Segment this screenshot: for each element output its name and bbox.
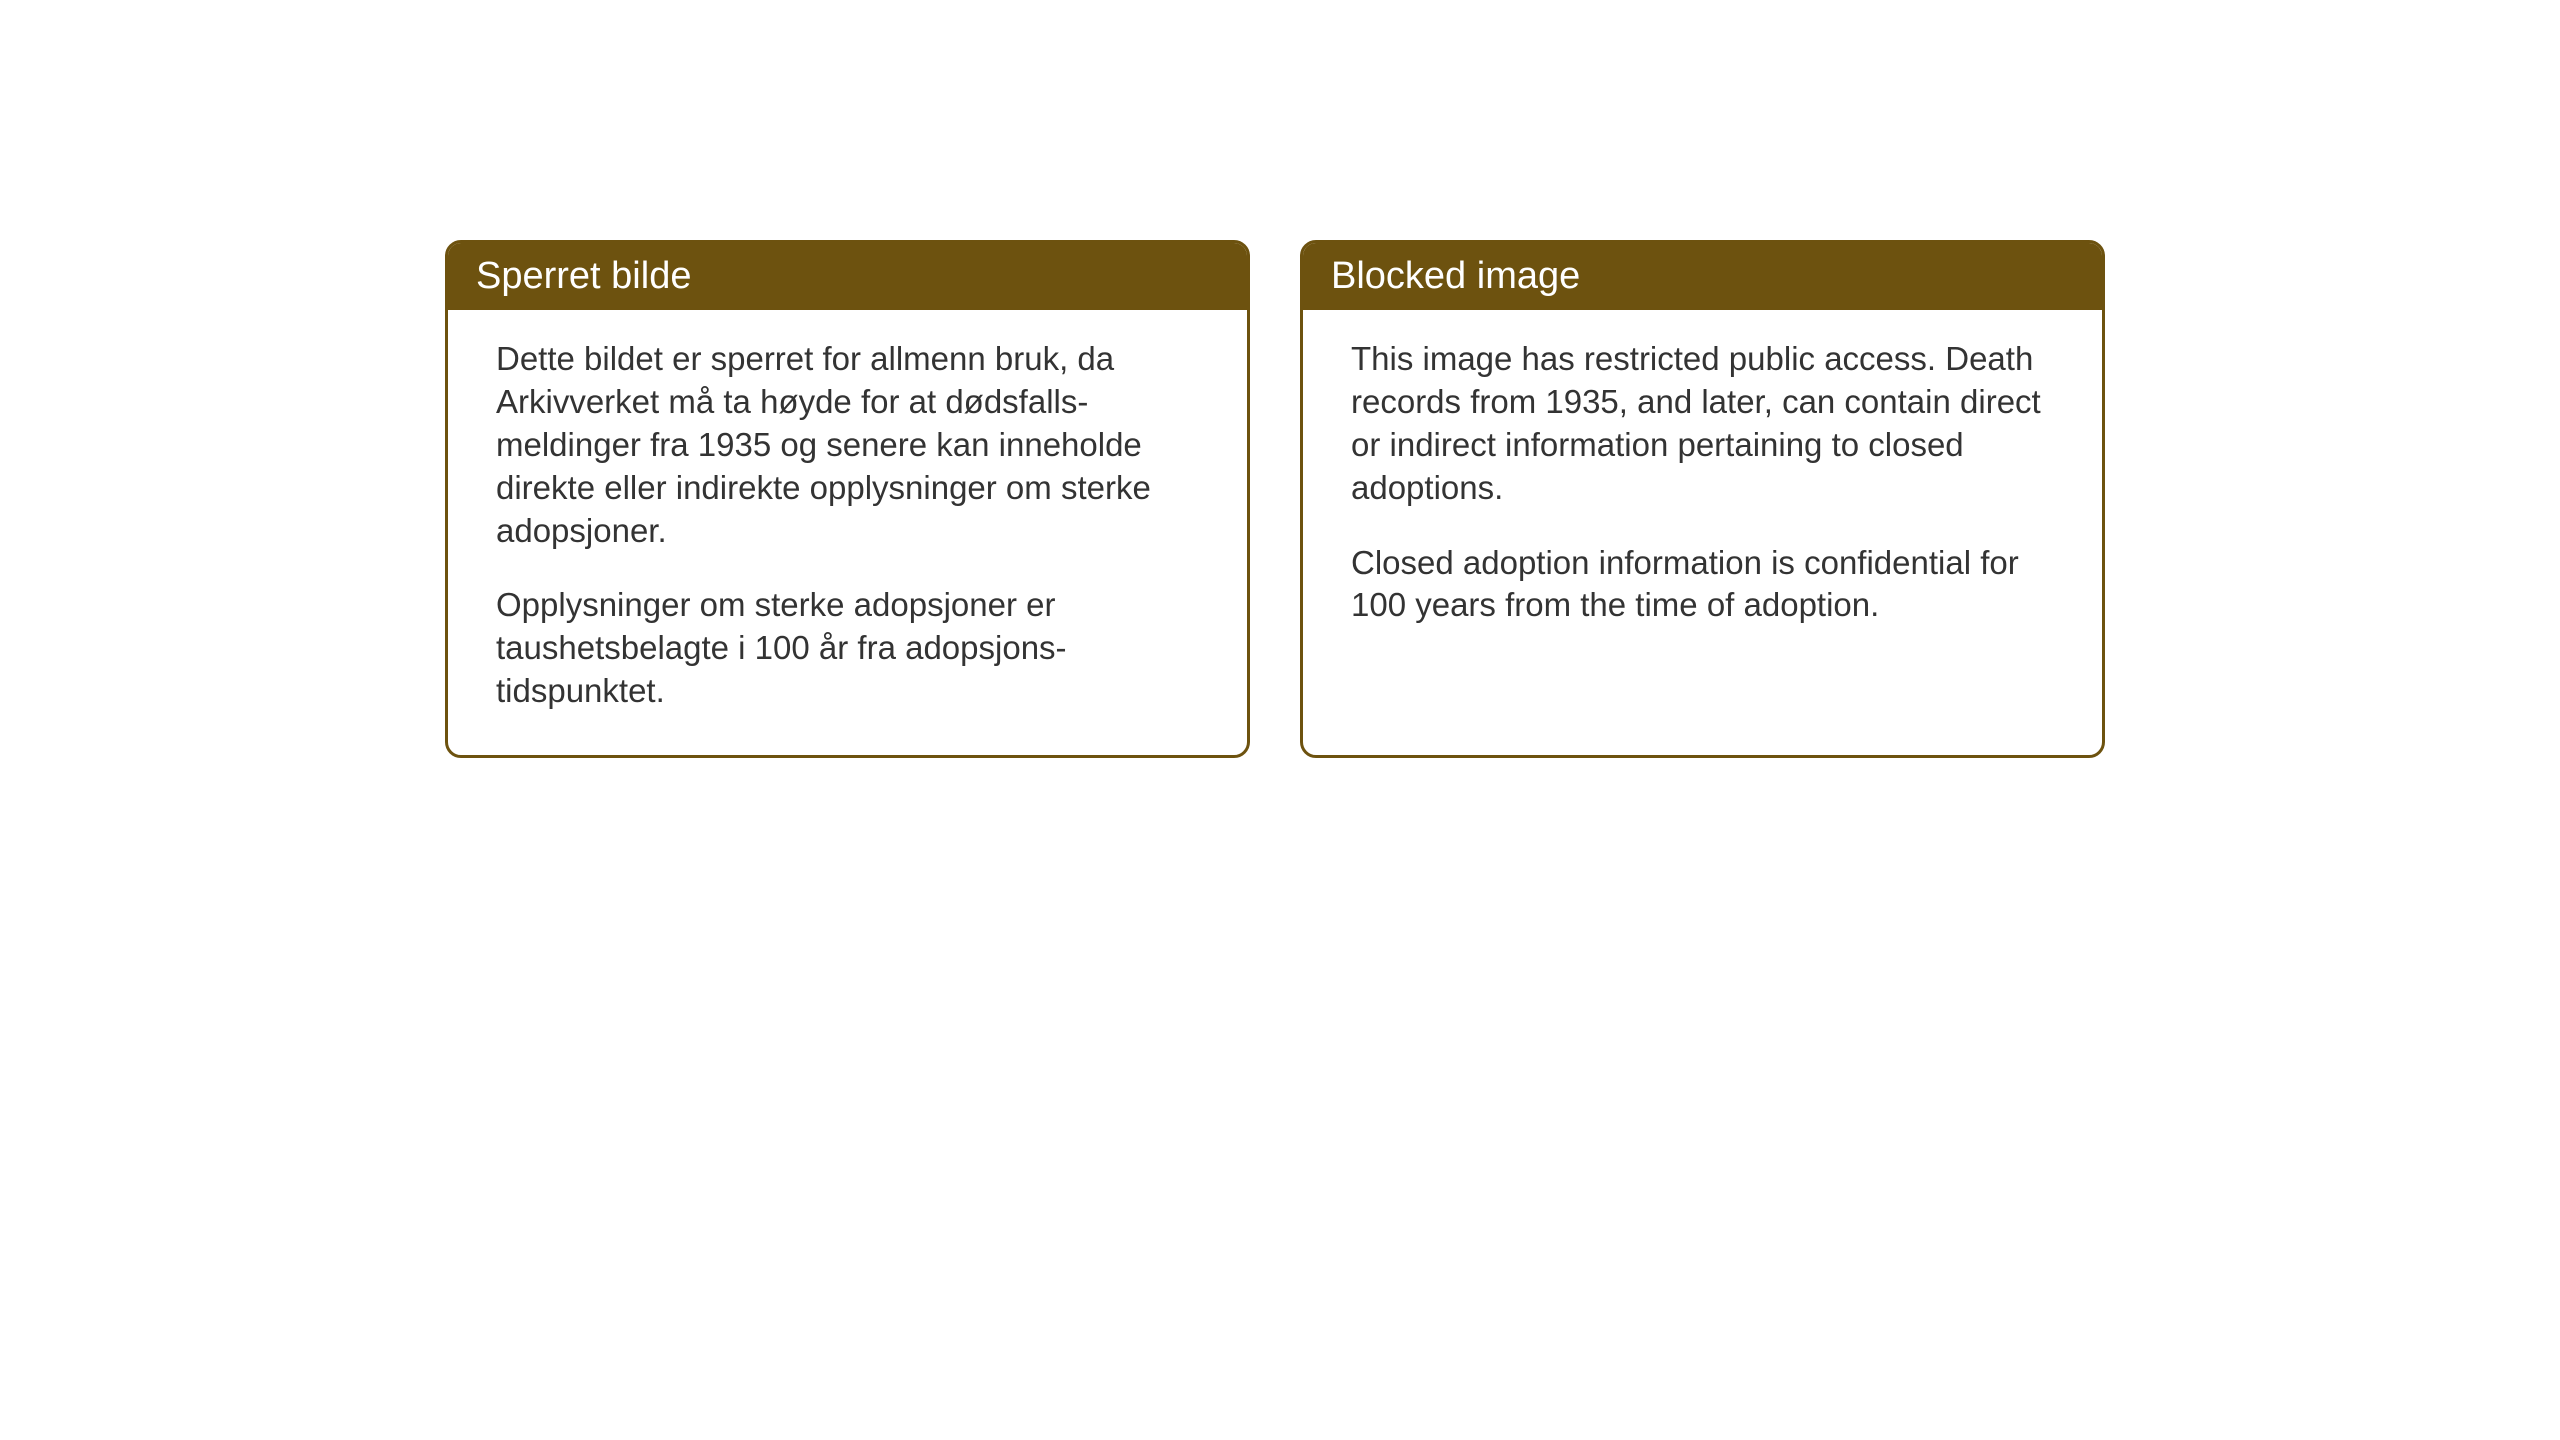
card-norwegian: Sperret bilde Dette bildet er sperret fo…: [445, 240, 1250, 758]
card-norwegian-title: Sperret bilde: [476, 255, 691, 297]
card-norwegian-header: Sperret bilde: [448, 243, 1247, 310]
card-english-header: Blocked image: [1303, 243, 2102, 310]
card-english-paragraph-1: This image has restricted public access.…: [1351, 338, 2054, 510]
card-norwegian-paragraph-2: Opplysninger om sterke adopsjoner er tau…: [496, 584, 1199, 713]
card-norwegian-paragraph-1: Dette bildet er sperret for allmenn bruk…: [496, 338, 1199, 552]
card-english-body: This image has restricted public access.…: [1303, 310, 2102, 669]
card-english: Blocked image This image has restricted …: [1300, 240, 2105, 758]
card-english-title: Blocked image: [1331, 255, 1580, 297]
cards-container: Sperret bilde Dette bildet er sperret fo…: [445, 240, 2105, 758]
card-english-paragraph-2: Closed adoption information is confident…: [1351, 542, 2054, 628]
card-norwegian-body: Dette bildet er sperret for allmenn bruk…: [448, 310, 1247, 755]
